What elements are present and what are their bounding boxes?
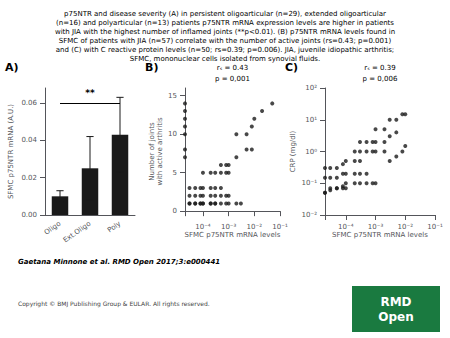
svg-text:(n=16) and polyarticular (n=13: (n=16) and polyarticular (n=13) patients…	[56, 19, 394, 27]
svg-text:10⁻¹: 10⁻¹	[427, 223, 443, 231]
svg-text:p75NTR and disease severity (A: p75NTR and disease severity (A) in persi…	[64, 10, 386, 18]
svg-text:0.00: 0.00	[21, 211, 37, 219]
svg-text:CRP (mg/dl): CRP (mg/dl)	[289, 130, 297, 172]
svg-text:0.06: 0.06	[21, 99, 37, 107]
svg-text:0.02: 0.02	[21, 174, 37, 182]
svg-text:10⁻²: 10⁻²	[302, 211, 318, 219]
svg-text:10⁻³: 10⁻³	[368, 223, 384, 231]
svg-text:10¹: 10¹	[305, 116, 317, 124]
svg-text:0: 0	[173, 207, 177, 215]
svg-text:C): C)	[285, 61, 298, 74]
svg-text:with active arthritis: with active arthritis	[156, 117, 164, 185]
svg-text:Copyright © BMJ Publishing Gro: Copyright © BMJ Publishing Group & EULAR…	[18, 300, 210, 308]
svg-text:p = 0,006: p = 0,006	[363, 75, 398, 83]
svg-text:10²: 10²	[305, 84, 317, 92]
svg-text:10⁰: 10⁰	[305, 148, 317, 156]
svg-text:Gaetana Minnone et al. RMD Ope: Gaetana Minnone et al. RMD Open 2017;3:e…	[18, 258, 220, 266]
svg-text:B): B)	[145, 61, 158, 74]
svg-text:Poly: Poly	[106, 220, 122, 235]
svg-text:Number of joints: Number of joints	[148, 122, 156, 181]
svg-text:SFMC, mononuclear cells isolat: SFMC, mononuclear cells isolated from sy…	[130, 55, 320, 63]
svg-text:rₛ = 0.43: rₛ = 0.43	[217, 64, 248, 72]
svg-text:SFMC p75NTR mRNA (A.U.): SFMC p75NTR mRNA (A.U.)	[7, 104, 15, 199]
svg-text:Oligo: Oligo	[43, 220, 62, 237]
svg-text:RMD: RMD	[380, 295, 411, 309]
svg-text:A): A)	[5, 61, 19, 74]
svg-text:**: **	[85, 88, 95, 98]
svg-text:SFMC p75NTR mRNA levels: SFMC p75NTR mRNA levels	[185, 231, 281, 239]
svg-text:5: 5	[173, 169, 177, 177]
svg-text:10⁻¹: 10⁻¹	[272, 223, 288, 231]
svg-text:rₛ = 0.39: rₛ = 0.39	[364, 64, 395, 72]
svg-text:10: 10	[168, 130, 177, 138]
svg-text:10⁻³: 10⁻³	[221, 223, 237, 231]
svg-text:10⁻⁴: 10⁻⁴	[195, 223, 211, 231]
svg-text:SFMC of patients with JIA (n=5: SFMC of patients with JIA (n=57) correla…	[59, 37, 392, 45]
svg-text:with JIA with the highest numb: with JIA with the highest number of infl…	[55, 28, 395, 36]
svg-text:SFMC p75NTR mRNA levels: SFMC p75NTR mRNA levels	[332, 231, 428, 239]
svg-text:p = 0,001: p = 0,001	[215, 75, 250, 83]
svg-text:and (C) with C reactive protei: and (C) with C reactive protein levels (…	[56, 46, 394, 54]
svg-text:15: 15	[168, 92, 177, 100]
svg-text:10⁻⁴: 10⁻⁴	[338, 223, 354, 231]
svg-text:10⁻¹: 10⁻¹	[302, 179, 318, 187]
svg-text:Open: Open	[378, 310, 413, 324]
svg-text:10⁻²: 10⁻²	[247, 223, 263, 231]
svg-text:10⁻²: 10⁻²	[398, 223, 414, 231]
svg-text:Ext.Oligo: Ext.Oligo	[62, 220, 93, 245]
svg-text:0.04: 0.04	[21, 136, 37, 144]
